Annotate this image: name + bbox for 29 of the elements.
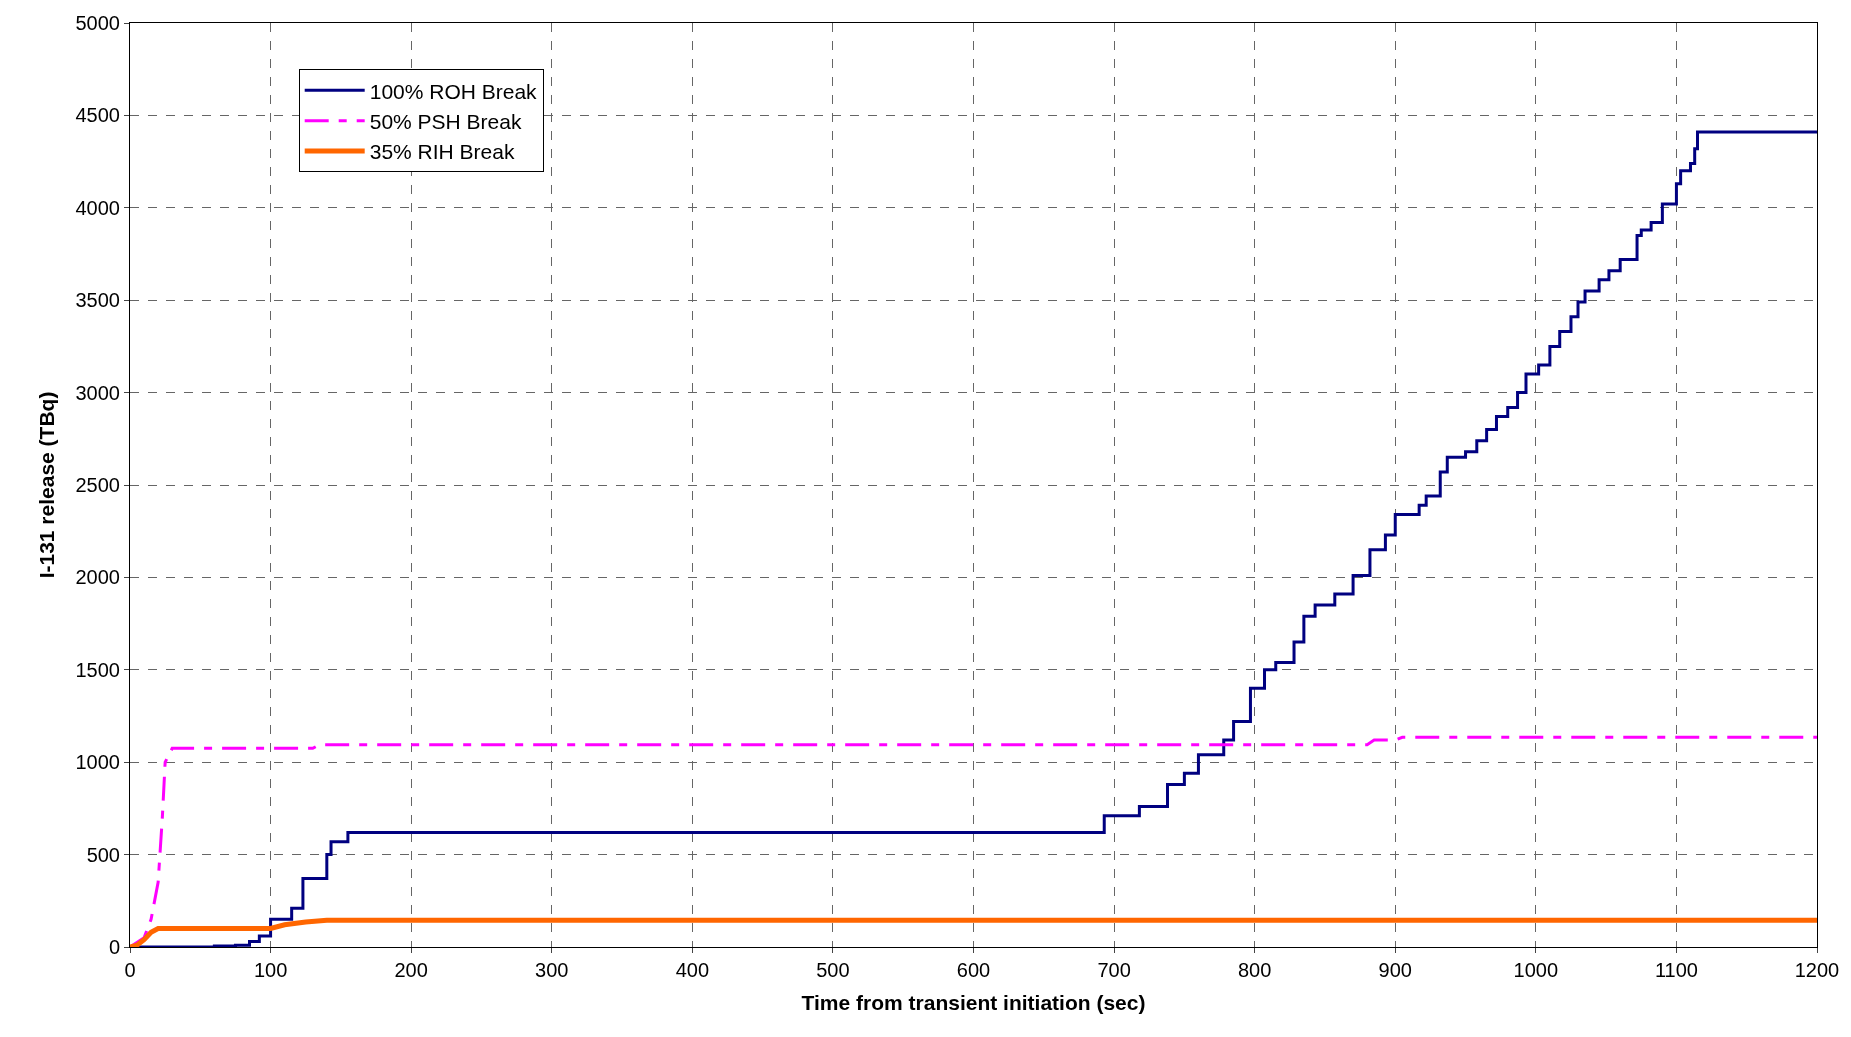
y-tick-label: 3500	[75, 289, 120, 312]
x-tick-label: 800	[1237, 959, 1272, 981]
x-tick-label: 500	[816, 959, 850, 981]
x-tick-label: 1200	[1794, 959, 1840, 981]
y-tick-label: 500	[86, 843, 120, 866]
y-tick-label: 3000	[75, 381, 120, 404]
x-tick-label: 0	[124, 959, 136, 981]
x-tick-label: 100	[253, 959, 288, 981]
y-tick-label: 0	[108, 936, 120, 958]
x-tick-label: 1100	[1654, 959, 1698, 981]
x-tick-label: 400	[675, 959, 710, 981]
legend-label: 35% RIH Break	[369, 140, 515, 164]
y-tick-label: 5000	[75, 12, 120, 34]
y-tick-label: 1000	[75, 751, 120, 774]
x-tick-label: 600	[956, 959, 991, 981]
y-tick-label: 1500	[75, 658, 120, 681]
legend-label: 100% ROH Break	[369, 79, 538, 103]
x-axis-title: Time from transient initiation (sec)	[801, 991, 1146, 1015]
y-tick-label: 2000	[75, 566, 120, 589]
y-axis-title: I-131 release (TBq)	[34, 391, 58, 579]
legend-label: 50% PSH Break	[369, 109, 522, 133]
x-tick-label: 700	[1097, 959, 1131, 981]
y-tick-label: 4500	[75, 104, 120, 127]
x-tick-label: 200	[394, 959, 428, 981]
x-tick-label: 300	[535, 959, 569, 981]
x-tick-label: 900	[1378, 959, 1412, 981]
x-tick-label: 1000	[1513, 959, 1559, 981]
y-tick-label: 4000	[75, 196, 120, 219]
y-tick-label: 2500	[75, 474, 120, 496]
